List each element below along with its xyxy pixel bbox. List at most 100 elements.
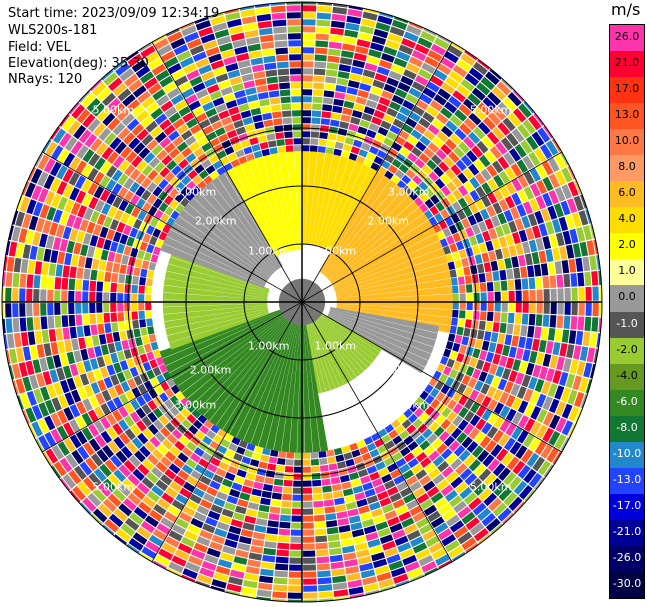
noise-cell (471, 223, 481, 235)
noise-cell (107, 151, 119, 164)
noise-cell (154, 113, 168, 125)
noise-cell (506, 456, 520, 471)
noise-cell (102, 498, 117, 513)
noise-cell (113, 209, 124, 221)
noise-cell (33, 316, 41, 331)
noise-cell (100, 403, 111, 416)
velocity-cell (222, 316, 294, 434)
colorbar-tick: -2.0 (616, 342, 638, 356)
noise-cell (73, 465, 87, 480)
velocity-cell (162, 308, 287, 366)
noise-cell (400, 446, 411, 457)
colorbar-segment (610, 493, 644, 521)
noise-cell (363, 582, 379, 593)
noise-cell (534, 210, 544, 225)
noise-cell (145, 540, 161, 553)
noise-cell (535, 164, 548, 179)
velocity-cell (258, 318, 298, 449)
noise-cell (147, 411, 158, 423)
noise-cell (525, 362, 535, 376)
noise-cell (336, 511, 348, 519)
noise-cell (453, 500, 467, 514)
noise-cell (212, 474, 224, 484)
noise-cell (558, 371, 569, 387)
noise-cell (106, 426, 118, 440)
noise-cell (117, 312, 125, 322)
noise-cell (97, 107, 111, 122)
colorbar-tick: -4.0 (616, 368, 638, 382)
noise-cell (354, 542, 368, 552)
noise-cell (548, 398, 560, 414)
noise-cell (371, 116, 383, 126)
noise-cell (402, 554, 418, 566)
noise-cell (209, 480, 221, 491)
noise-cell (575, 257, 584, 272)
noise-cell (356, 498, 368, 508)
noise-cell (501, 79, 514, 91)
range-ring-label: 2.00km (367, 214, 409, 227)
noise-cell (90, 138, 103, 152)
noise-cell (384, 154, 395, 164)
noise-cell (547, 157, 560, 173)
noise-cell (25, 229, 35, 245)
noise-cell (497, 507, 512, 522)
velocity-cell (304, 319, 329, 452)
noise-cell (352, 139, 363, 148)
noise-cell (159, 137, 172, 149)
velocity-cell (327, 314, 429, 368)
noise-cell (246, 443, 256, 452)
noise-cell (126, 236, 135, 247)
noise-cell (185, 152, 197, 164)
noise-cell (44, 415, 56, 431)
noise-cell (545, 340, 554, 354)
velocity-cell (319, 171, 384, 273)
noise-cell (367, 538, 381, 548)
instrument-label: WLS200s-181 (8, 23, 98, 38)
noise-cell (460, 154, 473, 167)
noise-cell (87, 246, 96, 258)
noise-cell (162, 224, 172, 234)
noise-cell (90, 381, 101, 395)
noise-cell (404, 523, 418, 535)
noise-cell (493, 281, 501, 292)
noise-cell (12, 288, 19, 302)
noise-cell (419, 203, 429, 213)
noise-cell (100, 430, 113, 444)
noise-cell (428, 216, 438, 227)
noise-cell (246, 94, 259, 103)
noise-cell (452, 302, 459, 310)
noise-cell (430, 194, 440, 205)
noise-cell (361, 518, 375, 528)
noise-cell (477, 59, 490, 70)
noise-cell (492, 126, 505, 141)
noise-cell (278, 451, 287, 458)
noise-cell (501, 368, 512, 380)
noise-cell (253, 71, 266, 80)
noise-cell (529, 198, 540, 212)
noise-cell (419, 390, 429, 401)
noise-cell (477, 449, 490, 463)
noise-cell (430, 43, 446, 56)
velocity-cell (326, 195, 414, 279)
noise-cell (182, 568, 198, 580)
noise-cell (172, 136, 184, 147)
noise-cell (529, 302, 536, 314)
noise-cell (224, 472, 236, 482)
noise-cell (214, 29, 230, 39)
noise-cell (122, 478, 136, 492)
noise-cell (289, 564, 302, 571)
noise-cell (525, 227, 535, 241)
noise-cell (309, 145, 318, 152)
velocity-cell (211, 177, 280, 270)
noise-cell (202, 523, 216, 534)
noise-cell (165, 388, 175, 399)
noise-cell (374, 565, 390, 575)
noise-cell (27, 259, 36, 274)
noise-cell (517, 124, 531, 139)
noise-cell (395, 580, 410, 587)
noise-cell (490, 215, 501, 228)
noise-cell (464, 319, 472, 329)
velocity-cell (330, 213, 429, 283)
noise-cell (51, 193, 62, 208)
noise-cell (488, 363, 498, 375)
